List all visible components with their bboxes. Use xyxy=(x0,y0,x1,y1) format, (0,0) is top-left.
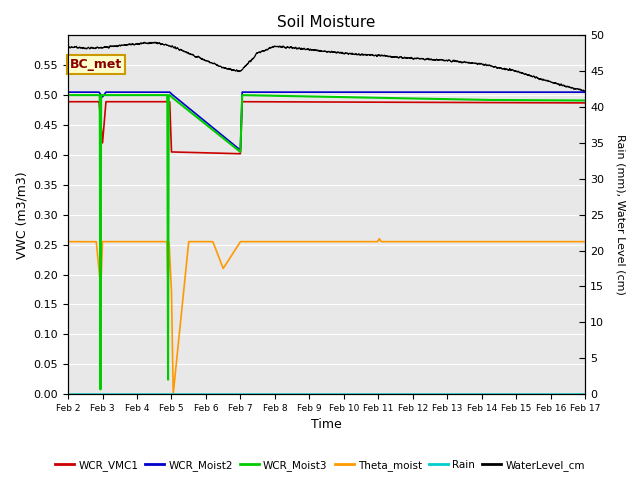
Text: BC_met: BC_met xyxy=(70,58,122,71)
Y-axis label: VWC (m3/m3): VWC (m3/m3) xyxy=(15,171,28,259)
X-axis label: Time: Time xyxy=(311,419,342,432)
Title: Soil Moisture: Soil Moisture xyxy=(277,15,376,30)
Legend: WCR_VMC1, WCR_Moist2, WCR_Moist3, Theta_moist, Rain, WaterLevel_cm: WCR_VMC1, WCR_Moist2, WCR_Moist3, Theta_… xyxy=(51,456,589,475)
Y-axis label: Rain (mm), Water Level (cm): Rain (mm), Water Level (cm) xyxy=(615,134,625,295)
